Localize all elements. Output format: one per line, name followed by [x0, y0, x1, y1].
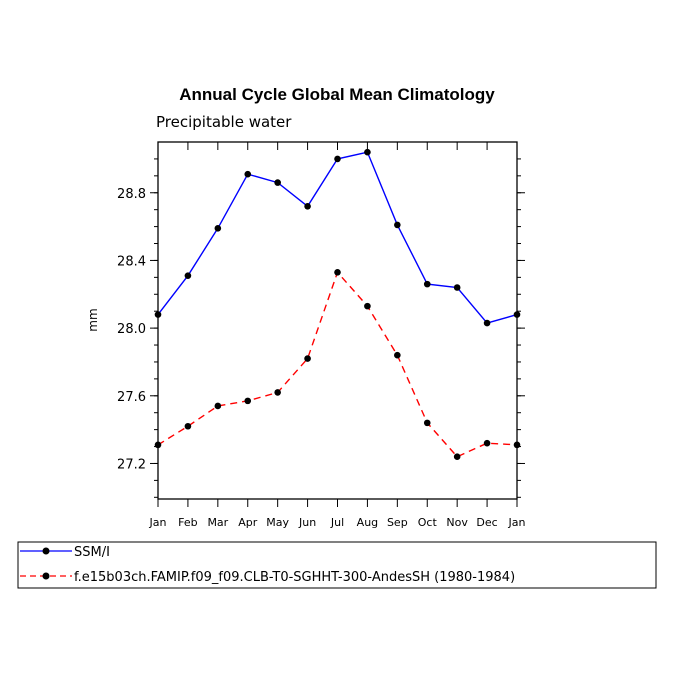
x-tick-label: Jan [508, 516, 526, 529]
y-axis-label: mm [86, 308, 100, 331]
series-line-0 [157, 151, 518, 324]
series-line-1 [157, 270, 518, 458]
data-point-series-0 [423, 280, 431, 288]
x-tick-label: Dec [476, 516, 497, 529]
y-tick-label: 27.6 [117, 390, 146, 405]
data-point-series-0 [334, 155, 341, 163]
data-point-series-1 [394, 351, 401, 359]
data-point-series-0 [513, 311, 521, 318]
legend-label-ssmi: SSM/I [74, 545, 110, 560]
y-tick-label: 28.0 [117, 322, 146, 337]
data-point-series-1 [334, 268, 341, 276]
plot-frame [157, 141, 518, 500]
data-point-series-0 [154, 311, 162, 318]
data-point-series-1 [214, 402, 222, 410]
chart-subtitle: Precipitable water [156, 113, 292, 131]
x-tick-label: Mar [207, 516, 228, 529]
data-point-series-0 [453, 284, 461, 291]
data-point-series-0 [364, 148, 371, 156]
legend: SSM/I f.e15b03ch.FAMIP.f09_f09.CLB-T0-SG… [17, 541, 657, 589]
data-point-series-1 [423, 419, 431, 427]
y-tick-label: 28.8 [117, 187, 146, 202]
x-tick-label: May [266, 516, 289, 529]
legend-marker-ssmi [42, 547, 50, 555]
legend-marker-model [42, 572, 50, 580]
x-tick-label: Sep [387, 516, 408, 529]
data-point-series-0 [244, 170, 252, 178]
chart-title: Annual Cycle Global Mean Climatology [179, 85, 495, 104]
data-point-series-0 [483, 319, 491, 327]
x-tick-label: Apr [238, 516, 258, 529]
data-point-series-1 [453, 453, 461, 461]
x-tick-label: Oct [418, 516, 438, 529]
x-tick-label: Aug [357, 516, 378, 529]
data-point-series-0 [214, 224, 222, 232]
data-point-series-1 [483, 439, 491, 447]
data-point-series-1 [364, 302, 371, 310]
data-point-series-1 [274, 389, 281, 396]
legend-label-model: f.e15b03ch.FAMIP.f09_f09.CLB-T0-SGHHT-30… [74, 570, 515, 585]
data-point-series-0 [274, 179, 281, 186]
data-point-series-1 [304, 355, 311, 362]
data-point-series-0 [394, 221, 401, 229]
plot-area: Jan Feb Mar Apr May Jun Jul Aug Sep Oct Nov Dec Jan 2… [117, 141, 526, 529]
data-point-series-1 [184, 422, 192, 430]
data-point-series-1 [154, 441, 162, 449]
legend-item-ssmi: SSM/I [20, 545, 110, 560]
data-point-series-0 [304, 202, 311, 210]
y-tick-label: 28.4 [117, 254, 146, 269]
data-point-series-0 [184, 272, 192, 279]
data-point-series-1 [244, 397, 252, 405]
data-point-series-1 [513, 441, 521, 449]
x-tick-label: Jun [298, 516, 316, 529]
y-tick-label: 27.2 [117, 457, 146, 472]
x-tick-label: Jul [330, 516, 344, 529]
legend-box [17, 541, 657, 589]
x-tick-label: Nov [446, 516, 468, 529]
x-tick-label: Jan [149, 516, 167, 529]
x-tick-label: Feb [178, 516, 197, 529]
legend-item-model: f.e15b03ch.FAMIP.f09_f09.CLB-T0-SGHHT-30… [20, 570, 515, 585]
